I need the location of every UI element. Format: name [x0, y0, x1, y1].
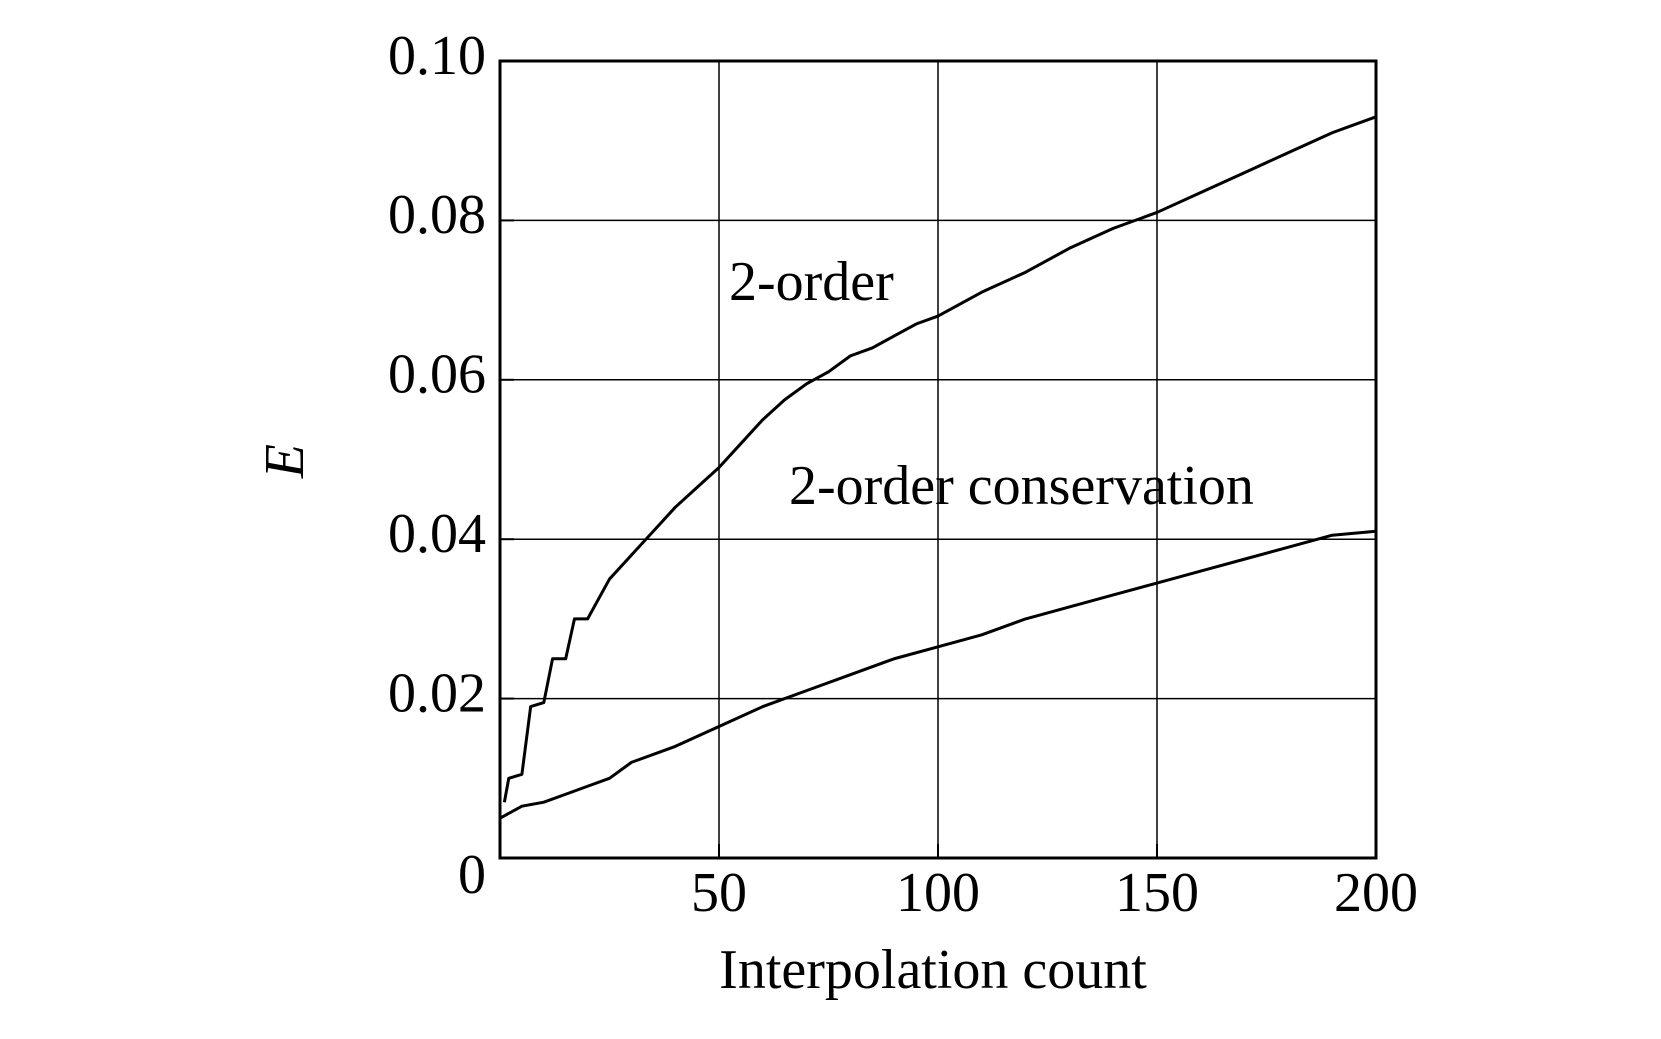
- y-tick-label: 0: [458, 844, 486, 906]
- series-line: [499, 529, 1377, 820]
- y-tick-label: 0.04: [388, 503, 486, 565]
- x-tick-label: 50: [691, 862, 747, 924]
- series-line: [502, 115, 1377, 803]
- plot-frame: [498, 59, 1378, 860]
- y-tick-label: 0.08: [388, 184, 486, 246]
- annotation: 2-order conservation: [789, 455, 1254, 517]
- x-tick-label: 150: [1115, 862, 1199, 924]
- x-tick-label: 200: [1334, 862, 1418, 924]
- x-axis-title: Interpolation count: [719, 939, 1147, 1001]
- annotation: 2-order: [729, 251, 894, 313]
- y-axis-title: E: [254, 444, 316, 479]
- y-tick-label: 0.10: [388, 25, 486, 87]
- x-tick-label: 100: [896, 862, 980, 924]
- y-tick-label: 0.02: [388, 662, 486, 724]
- y-tick-label: 0.06: [388, 344, 486, 406]
